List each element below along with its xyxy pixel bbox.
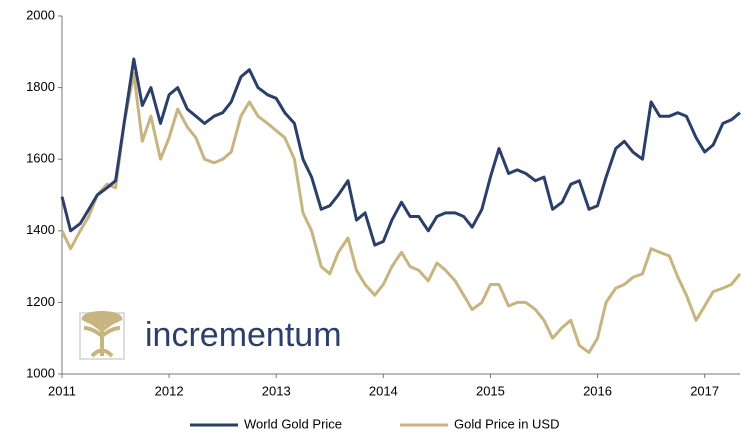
y-tick-label: 1800 <box>26 79 55 94</box>
x-tick-label: 2014 <box>369 383 398 398</box>
legend-label: Gold Price in USD <box>454 416 559 431</box>
x-tick-label: 2012 <box>155 383 184 398</box>
series-line <box>60 71 741 354</box>
legend-label: World Gold Price <box>244 416 342 431</box>
y-tick-label: 2000 <box>26 7 55 22</box>
x-tick-label: 2017 <box>690 383 719 398</box>
series-line <box>60 57 741 247</box>
x-tick-label: 2011 <box>48 383 76 398</box>
y-tick-label: 1600 <box>26 151 55 166</box>
x-tick-label: 2015 <box>476 383 505 398</box>
y-tick-label: 1400 <box>26 222 55 237</box>
y-tick-label: 1200 <box>26 294 55 309</box>
logo <box>79 311 125 360</box>
y-tick-label: 1000 <box>26 365 55 380</box>
x-tick-label: 2016 <box>583 383 612 398</box>
watermark: incrementum <box>145 316 342 354</box>
x-tick-label: 2013 <box>262 383 291 398</box>
